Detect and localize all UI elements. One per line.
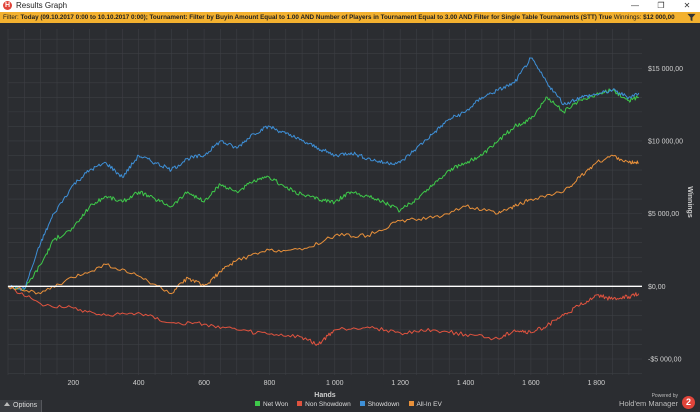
holdem-manager-icon: H xyxy=(3,1,12,10)
y-tick-label: -$5 000,00 xyxy=(648,357,682,364)
legend-item[interactable]: Non Showdown xyxy=(297,401,351,408)
chart-legend: Net Won Non Showdown Showdown All-In EV xyxy=(255,401,451,408)
filter-criteria: Today (09.10.2017 0:00 to 10.10.2017 0:0… xyxy=(20,14,612,21)
legend-swatch xyxy=(359,401,365,406)
chart-axes: 200 400 600 800 1 000 1 200 1 400 1 600 1 800 -$5… xyxy=(8,66,693,399)
options-button[interactable]: Options xyxy=(0,400,43,412)
x-axis-title: Hands xyxy=(314,392,336,399)
x-tick-label: 1 400 xyxy=(457,380,475,387)
series-line-net-won xyxy=(7,88,639,291)
legend-label: Showdown xyxy=(367,401,400,408)
winnings-value: $12 000,00 xyxy=(643,14,675,21)
legend-item[interactable]: Net Won xyxy=(255,401,288,408)
brand-logo: Powered by Hold'em Manager xyxy=(619,393,678,408)
y-tick-label: $10 000,00 xyxy=(648,138,683,145)
x-tick-label: 800 xyxy=(264,380,276,387)
title-bar: H Results Graph — ❐ ✕ xyxy=(0,0,700,12)
legend-swatch xyxy=(297,401,303,406)
filter-label: Filter: xyxy=(3,14,19,21)
y-tick-label: $0,00 xyxy=(648,284,666,291)
series-line-all-in-ev xyxy=(7,154,640,295)
results-graph: 200 400 600 800 1 000 1 200 1 400 1 600 1 800 -$5… xyxy=(0,23,700,402)
filter-description: Filter: Today (09.10.2017 0:00 to 10.10.… xyxy=(3,12,675,23)
legend-label: Non Showdown xyxy=(305,401,351,408)
results-chart: 200 400 600 800 1 000 1 200 1 400 1 600 1 800 -$5… xyxy=(7,29,693,399)
y-axis-title: Winnings xyxy=(686,186,693,218)
legend-item[interactable]: All-In EV xyxy=(408,401,442,408)
restore-button[interactable]: ❐ xyxy=(657,1,665,10)
x-tick-label: 400 xyxy=(133,380,145,387)
y-tick-label: $5 000,00 xyxy=(648,211,679,218)
brand-name: Hold'em Manager xyxy=(619,399,678,408)
chevron-up-icon xyxy=(4,402,10,406)
legend-label: Net Won xyxy=(263,401,289,408)
chart-grid xyxy=(7,29,642,375)
minimize-button[interactable]: — xyxy=(631,1,639,10)
filter-icon[interactable] xyxy=(687,13,696,22)
options-label: Options xyxy=(13,402,38,409)
legend-swatch xyxy=(408,401,414,406)
x-tick-label: 1 600 xyxy=(522,380,540,387)
chart-series xyxy=(7,57,640,346)
brand-badge-icon: 2 xyxy=(682,396,695,409)
x-tick-label: 1 800 xyxy=(587,380,605,387)
legend-label: All-In EV xyxy=(416,401,442,408)
window-title: Results Graph xyxy=(16,1,68,10)
x-tick-label: 200 xyxy=(68,380,80,387)
bottom-bar: Options xyxy=(0,400,700,412)
y-tick-label: $15 000,00 xyxy=(648,66,683,73)
x-tick-label: 1 200 xyxy=(391,380,409,387)
series-line-showdown xyxy=(7,57,640,291)
legend-item[interactable]: Showdown xyxy=(359,401,400,408)
legend-swatch xyxy=(255,401,260,406)
winnings-label: Winnings: xyxy=(613,14,642,21)
x-tick-label: 600 xyxy=(198,380,210,387)
close-button[interactable]: ✕ xyxy=(683,1,691,10)
series-line-non-showdown xyxy=(7,285,640,346)
x-tick-label: 1 000 xyxy=(326,380,344,387)
powered-by-text: Powered by xyxy=(651,393,678,399)
